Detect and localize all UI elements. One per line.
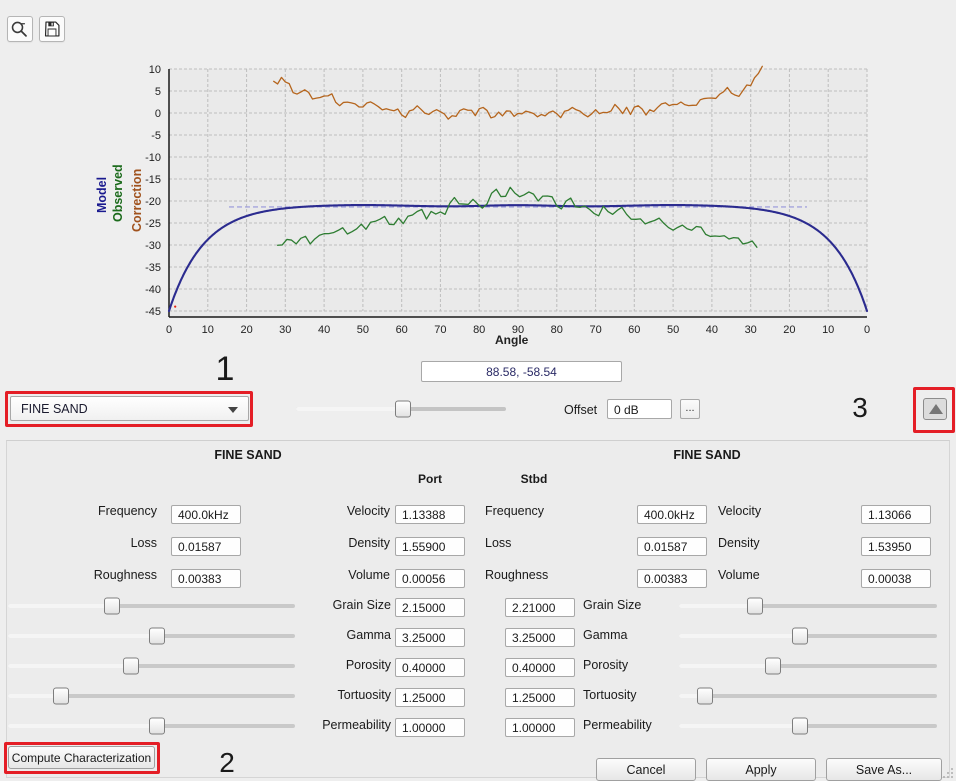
svg-text:40: 40 [706, 324, 718, 336]
svg-text:50: 50 [667, 324, 679, 336]
svg-text:0: 0 [166, 324, 172, 336]
svg-text:20: 20 [783, 324, 795, 336]
svg-text:-40: -40 [145, 284, 161, 296]
svg-text:30: 30 [279, 324, 291, 336]
svg-text:-35: -35 [145, 262, 161, 274]
svg-text:60: 60 [628, 324, 640, 336]
svg-text:-30: -30 [145, 240, 161, 252]
svg-text:80: 80 [473, 324, 485, 336]
svg-text:-20: -20 [145, 196, 161, 208]
svg-text:30: 30 [745, 324, 757, 336]
svg-text:60: 60 [396, 324, 408, 336]
svg-text:-5: -5 [151, 130, 161, 142]
svg-text:-25: -25 [145, 218, 161, 230]
svg-text:20: 20 [240, 324, 252, 336]
svg-text:-45: -45 [145, 306, 161, 318]
svg-text:0: 0 [155, 108, 161, 120]
svg-text:40: 40 [318, 324, 330, 336]
svg-text:10: 10 [149, 64, 161, 76]
svg-text:70: 70 [434, 324, 446, 336]
svg-text:-10: -10 [145, 152, 161, 164]
svg-text:50: 50 [357, 324, 369, 336]
svg-text:80: 80 [551, 324, 563, 336]
svg-text:5: 5 [155, 86, 161, 98]
svg-text:0: 0 [864, 324, 870, 336]
svg-text:70: 70 [589, 324, 601, 336]
svg-text:10: 10 [822, 324, 834, 336]
svg-text:10: 10 [202, 324, 214, 336]
svg-text:-15: -15 [145, 174, 161, 186]
